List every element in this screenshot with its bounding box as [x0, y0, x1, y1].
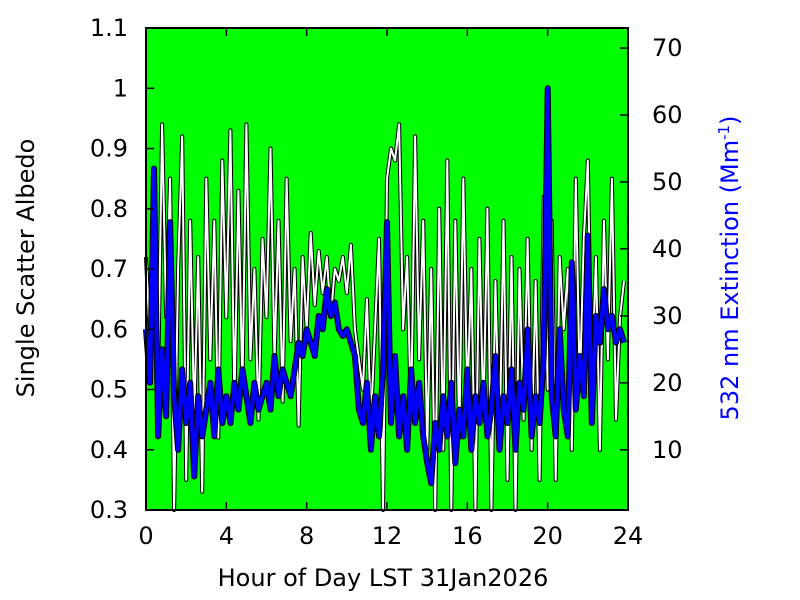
y-right-tick-label: 70 — [652, 34, 683, 62]
y-right-tick-label: 60 — [652, 101, 683, 129]
y-axis-right-title-close: ) — [716, 116, 744, 125]
y-axis-left-title: Single Scatter Albedo — [12, 139, 40, 398]
y-left-tick-label: 1.1 — [90, 14, 128, 42]
x-tick-label: 20 — [532, 522, 563, 550]
x-tick-label: 24 — [613, 522, 644, 550]
y-right-tick-label: 20 — [652, 369, 683, 397]
x-tick-label: 4 — [219, 522, 234, 550]
y-left-tick-label: 0.6 — [90, 315, 128, 343]
x-tick-label: 0 — [138, 522, 153, 550]
y-right-tick-label: 10 — [652, 436, 683, 464]
y-left-tick-label: 0.3 — [90, 496, 128, 524]
y-right-tick-label: 40 — [652, 235, 683, 263]
x-tick-label: 8 — [299, 522, 314, 550]
y-axis-right-title-sup: -1 — [715, 125, 733, 140]
series-layer — [143, 85, 627, 512]
y-left-tick-label: 0.5 — [90, 376, 128, 404]
y-axis-right-title: 532 nm Extinction (Mm-1) — [715, 116, 744, 421]
x-tick-label: 12 — [372, 522, 403, 550]
series-1-line — [144, 86, 626, 486]
ticks-layer: 0 4 8 12 16 20 24 0.3 0.4 0.5 0.6 0.7 0.8 0.9 1 1.1 10 20… — [90, 14, 683, 550]
x-axis-title: Hour of Day LST 31Jan2026 — [218, 564, 549, 592]
y-left-tick-label: 0.4 — [90, 436, 128, 464]
y-right-tick-label: 30 — [652, 302, 683, 330]
y-axis-right-title-base: 532 nm Extinction (Mm — [716, 140, 744, 421]
x-tick-label: 16 — [452, 522, 483, 550]
y-left-tick-label: 0.9 — [90, 135, 128, 163]
y-left-tick-label: 0.8 — [90, 195, 128, 223]
y-left-tick-label: 0.7 — [90, 255, 128, 283]
y-left-tick-label: 1 — [113, 74, 128, 102]
y-right-tick-label: 50 — [652, 168, 683, 196]
